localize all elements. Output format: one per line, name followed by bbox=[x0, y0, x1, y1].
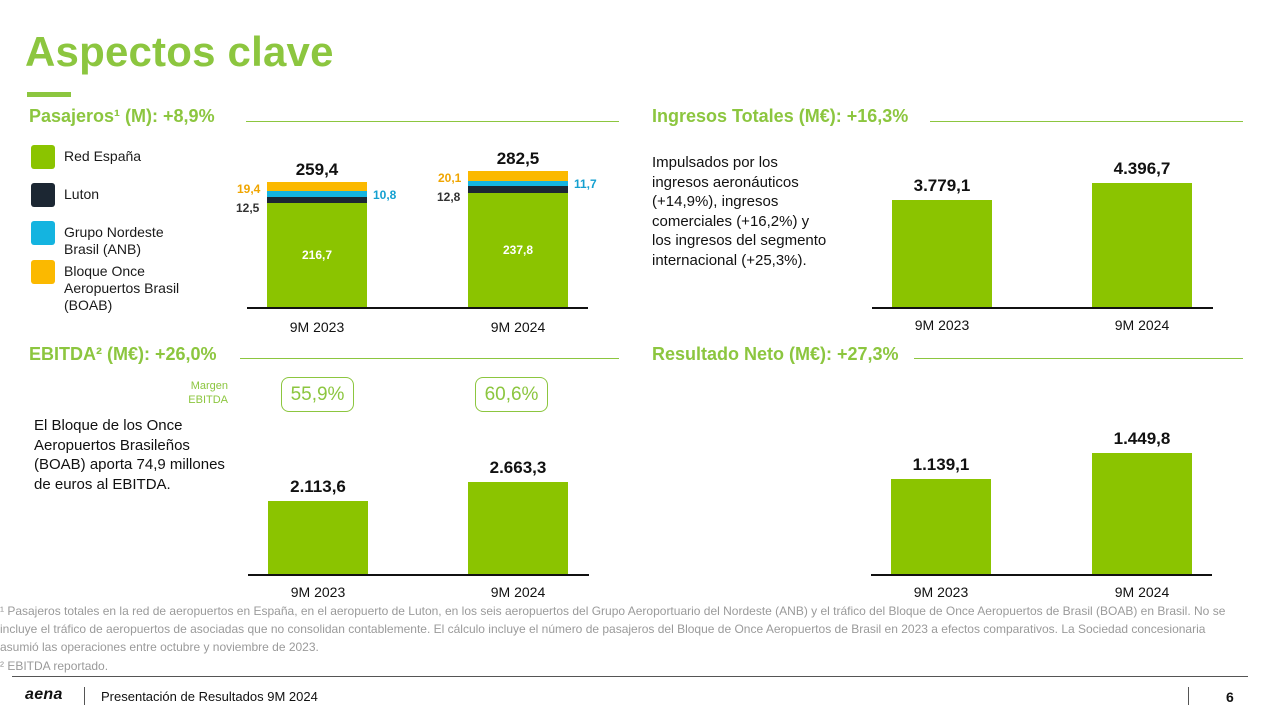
ebitda-bar-1 bbox=[468, 482, 568, 574]
legend-label-anb: Grupo Nordeste Brasil (ANB) bbox=[64, 224, 164, 257]
ebitda-category-1: 9M 2024 bbox=[490, 584, 546, 600]
legend-swatch-luton bbox=[31, 183, 55, 207]
resultado-value-1: 1.449,8 bbox=[1113, 429, 1171, 448]
margen-ebitda-2023: 55,9% bbox=[281, 377, 354, 412]
ebitda-description: El Bloque de los Once Aeropuertos Brasil… bbox=[34, 417, 225, 493]
resultado-title: Resultado Neto (M€): +27,3% bbox=[652, 344, 899, 364]
ingresos-bar-0 bbox=[892, 200, 992, 307]
footer-separator-right bbox=[1188, 687, 1189, 705]
pasajeros-category-0: 9M 2023 bbox=[289, 319, 345, 335]
ebitda-bar-0 bbox=[268, 500, 368, 574]
resultado-value-0: 1.139,1 bbox=[912, 454, 970, 474]
pasajeros-title: Pasajeros¹ (M): +8,9% bbox=[29, 106, 215, 126]
pasajeros-segment-2-0 bbox=[267, 191, 367, 197]
pasajeros-axis bbox=[247, 307, 588, 309]
pasajeros-boab-label-0: 19,4 bbox=[237, 182, 261, 197]
ingresos-category-0: 9M 2023 bbox=[914, 317, 970, 333]
pasajeros-category-1: 9M 2024 bbox=[490, 319, 546, 335]
footnote-2: ² EBITDA reportado. bbox=[0, 659, 109, 673]
legend-label-luton: Luton bbox=[64, 186, 100, 202]
ebitda-axis bbox=[248, 574, 589, 576]
ebitda-category-0: 9M 2023 bbox=[290, 584, 346, 600]
ingresos-divider bbox=[930, 121, 1243, 122]
ingresos-category-1: 9M 2024 bbox=[1114, 317, 1170, 333]
margen-ebitda-2024: 60,6% bbox=[475, 377, 548, 412]
pasajeros-inner-label-1: 237,8 bbox=[502, 242, 534, 257]
footer-separator bbox=[84, 687, 85, 705]
pasajeros-luton-label-0: 12,5 bbox=[236, 200, 260, 215]
ebitda-title: EBITDA² (M€): +26,0% bbox=[29, 344, 217, 364]
page-title: Aspectos clave bbox=[25, 28, 334, 75]
legend-swatch-anb bbox=[31, 221, 55, 245]
pasajeros-inner-label-0: 216,7 bbox=[301, 247, 333, 262]
legend-label-boab: Bloque Once Aeropuertos Brasil (BOAB) bbox=[64, 263, 180, 313]
pasajeros-segment-1-1 bbox=[468, 186, 568, 193]
pasajeros-boab-label-1: 20,1 bbox=[438, 171, 462, 186]
legend-label-red-espana: Red España bbox=[64, 148, 142, 164]
pasajeros-segment-3-0 bbox=[267, 182, 367, 192]
ebitda-value-0: 2.113,6 bbox=[290, 476, 346, 496]
footer-divider bbox=[12, 676, 1248, 677]
resultado-divider bbox=[914, 358, 1243, 359]
pasajeros-luton-label-1: 12,8 bbox=[437, 190, 461, 205]
ingresos-axis bbox=[872, 307, 1213, 309]
pasajeros-segment-3-1 bbox=[468, 171, 568, 181]
pasajeros-divider bbox=[246, 121, 619, 122]
legend-swatch-boab bbox=[31, 260, 55, 284]
footnote-1: ¹ Pasajeros totales en la red de aeropue… bbox=[0, 604, 1226, 654]
resultado-axis bbox=[871, 574, 1212, 576]
resultado-bar-0 bbox=[891, 478, 991, 574]
pasajeros-segment-0-1 bbox=[468, 192, 568, 307]
pasajeros-segment-2-1 bbox=[468, 180, 568, 187]
resultado-category-0: 9M 2023 bbox=[913, 584, 969, 600]
resultado-bar-1 bbox=[1092, 453, 1192, 574]
ingresos-value-0: 3.779,1 bbox=[913, 176, 971, 196]
pasajeros-anb-label-0: 10,8 bbox=[373, 188, 397, 203]
margen-ebitda-label: Margen EBITDA bbox=[188, 380, 228, 406]
pasajeros-segment-0-0 bbox=[267, 202, 367, 307]
pasajeros-total-0: 259,4 bbox=[295, 160, 339, 180]
resultado-category-1: 9M 2024 bbox=[1114, 584, 1170, 600]
ebitda-divider bbox=[240, 358, 619, 359]
aena-logo: aena bbox=[25, 686, 63, 703]
pasajeros-total-1: 282,5 bbox=[496, 149, 540, 169]
page-number: 6 bbox=[1226, 689, 1234, 705]
ingresos-description: Impulsados por los ingresos aeronáuticos… bbox=[652, 154, 827, 269]
pasajeros-anb-label-1: 11,7 bbox=[574, 177, 597, 192]
ingresos-value-1: 4.396,7 bbox=[1113, 159, 1171, 178]
ingresos-bar-1 bbox=[1092, 183, 1192, 307]
legend-swatch-red-espana bbox=[31, 145, 55, 169]
ingresos-title: Ingresos Totales (M€): +16,3% bbox=[652, 106, 909, 126]
title-underline bbox=[27, 92, 71, 97]
ebitda-value-1: 2.663,3 bbox=[489, 458, 547, 477]
pasajeros-segment-1-0 bbox=[267, 196, 367, 203]
presentation-title: Presentación de Resultados 9M 2024 bbox=[101, 689, 318, 704]
